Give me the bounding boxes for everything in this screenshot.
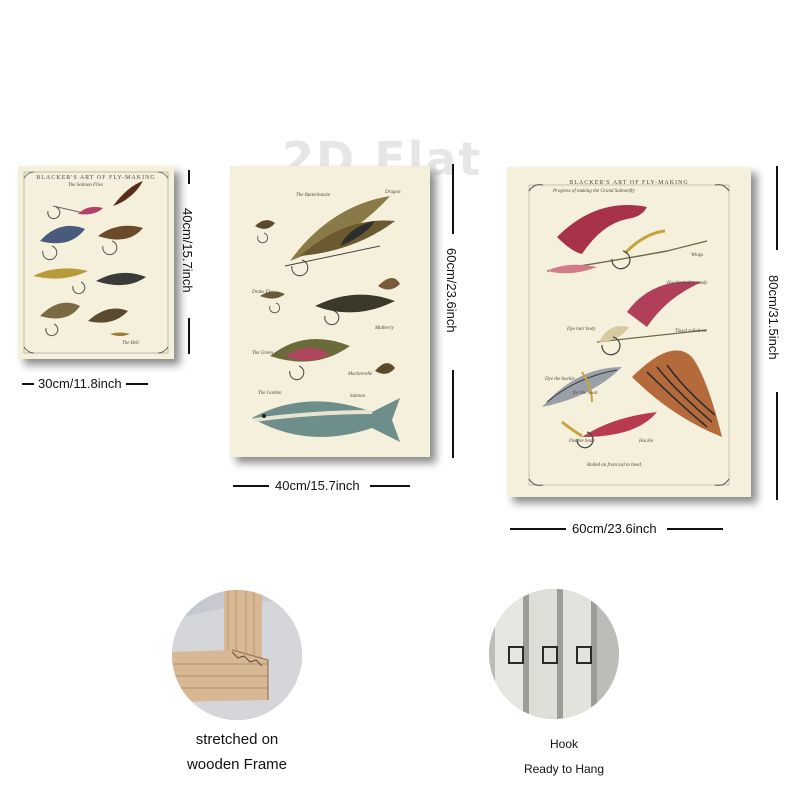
hook-illustration (489, 589, 619, 719)
medium-height-line-top (452, 164, 454, 234)
large-caption-2: Hackle tied in ready (667, 281, 708, 286)
canvas-large: BLACKER'S ART OF FLY-MAKING Progress of … (507, 167, 751, 497)
large-caption-5: Dye the hackle (545, 377, 575, 382)
small-plate-caption: The Bell (122, 341, 139, 346)
small-width-dimension: 30cm/11.8inch (22, 376, 148, 391)
dimension-line (666, 527, 723, 530)
medium-width-label: 40cm/15.7inch (275, 478, 360, 493)
medium-caption-5: The Golden (258, 391, 282, 396)
small-plate-subtitle: The Salmon Flies (68, 183, 103, 188)
medium-caption-7: Salmon (350, 394, 365, 399)
large-plate-subtitle: Progress of making the Grand Salmonfly (553, 189, 635, 194)
small-plate-art (23, 171, 169, 354)
large-caption-9: Rolled on from tail to head. (587, 463, 643, 468)
medium-caption-6: Macbrerelle (348, 372, 373, 377)
canvas-medium: The Butterkansie Dragon Drake Fly Mulber… (230, 166, 430, 457)
dimension-line (510, 527, 566, 530)
large-height-line-bottom (776, 392, 778, 500)
small-width-label: 30cm/11.8inch (38, 376, 122, 391)
dimension-line (22, 382, 34, 385)
frame-caption-line1: stretched on (195, 731, 279, 748)
dimension-line (369, 484, 410, 487)
large-height-label: 80cm/31.5inch (766, 275, 781, 360)
small-height-label: 40cm/15.7inch (180, 208, 195, 293)
hook-photo (489, 589, 619, 719)
canvas-small: BLACKER'S ART OF FLY-MAKING The Salmon F… (18, 166, 174, 359)
hook-caption-line1: Hook (549, 737, 578, 751)
large-width-dimension: 60cm/23.6inch (510, 521, 723, 536)
dimension-line (125, 382, 148, 385)
medium-caption-1: Dragon (385, 190, 401, 195)
large-caption-6: for the head (573, 391, 598, 396)
dimension-line (233, 484, 269, 487)
hook-caption-line2: Ready to Hang (523, 762, 605, 776)
large-width-label: 60cm/23.6inch (572, 521, 657, 536)
large-plate-title: BLACKER'S ART OF FLY-MAKING (569, 180, 689, 186)
medium-caption-3: Mulberry (375, 326, 394, 331)
large-caption-8: Hackle (639, 439, 654, 444)
medium-caption-4: The Green (252, 351, 274, 356)
medium-height-line-bottom (452, 370, 454, 458)
small-plate-title: BLACKER'S ART OF FLY-MAKING (36, 175, 156, 181)
small-height-line-top (188, 170, 190, 184)
large-plate-art (528, 184, 730, 486)
wooden-frame-illustration (172, 590, 302, 720)
large-height-line-top (776, 166, 778, 250)
large-caption-3: Dye hair body (567, 327, 596, 332)
medium-caption-2: Drake Fly (252, 290, 273, 295)
large-caption-1: Wings (691, 253, 704, 258)
frame-caption-line2: wooden Frame (186, 756, 288, 773)
wooden-frame-photo (172, 590, 302, 720)
medium-width-dimension: 40cm/15.7inch (233, 478, 410, 493)
large-caption-4: Tinsel rolled on (675, 329, 707, 334)
medium-height-label: 60cm/23.6inch (444, 248, 459, 333)
small-height-line-bottom (188, 318, 190, 354)
medium-plate-art (252, 196, 400, 442)
medium-plate-title: The Butterkansie (296, 193, 331, 198)
large-caption-7: Double body (569, 439, 595, 444)
